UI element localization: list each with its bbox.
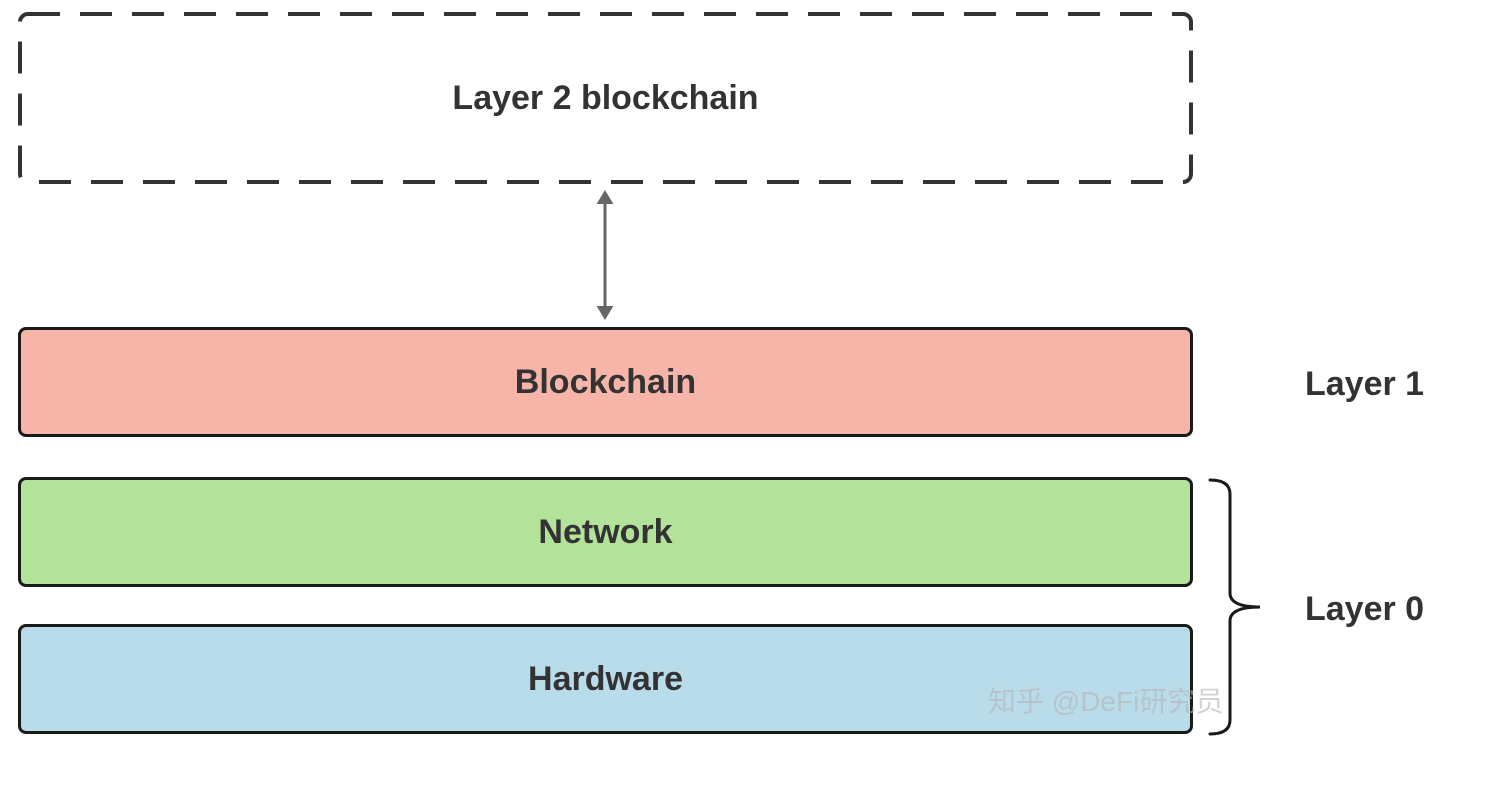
blockchain-layers-diagram: Layer 2 blockchain Blockchain Network Ha… xyxy=(0,0,1490,794)
bidirectional-arrow-icon xyxy=(588,190,622,320)
layer2-label: Layer 2 blockchain xyxy=(452,79,758,118)
layer1-side-label: Layer 1 xyxy=(1305,365,1424,404)
blockchain-box: Blockchain xyxy=(18,327,1193,437)
watermark-text: 知乎 @DeFi研究员 xyxy=(988,680,1223,720)
network-box: Network xyxy=(18,477,1193,587)
network-label: Network xyxy=(538,513,672,552)
layer0-side-label: Layer 0 xyxy=(1305,590,1424,629)
layer2-box: Layer 2 blockchain xyxy=(18,12,1193,184)
blockchain-label: Blockchain xyxy=(515,363,696,402)
hardware-label: Hardware xyxy=(528,660,683,699)
